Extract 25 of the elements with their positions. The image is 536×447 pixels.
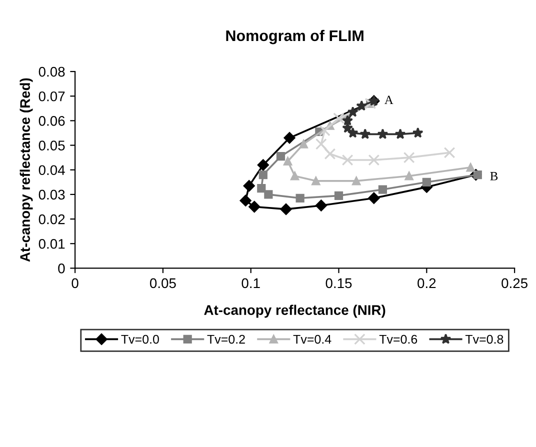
x-axis-title: At-canopy reflectance (NIR) — [204, 304, 386, 318]
y-tick-label: 0.06 — [38, 116, 65, 126]
y-tick-label: 0.01 — [38, 238, 65, 249]
legend-label: Tv=0.2 — [207, 334, 245, 344]
y-tick-label: 0 — [58, 264, 65, 274]
y-tick-label: 0.05 — [38, 140, 65, 150]
y-tick-label: 0.02 — [38, 214, 65, 224]
x-tick-label: 0.1 — [242, 278, 260, 288]
x-tick-label: 0.2 — [418, 278, 436, 288]
y-axis-title: At-canopy reflectance (Red) — [20, 78, 33, 262]
x-tick-label: 0 — [72, 278, 78, 288]
legend-label: Tv=0.6 — [379, 334, 418, 344]
y-tick-label: 0.04 — [38, 165, 65, 176]
legend-label: Tv=0.8 — [465, 334, 504, 344]
x-tick-label: 0.15 — [326, 278, 352, 288]
x-tick-label: 0.25 — [502, 278, 528, 288]
x-tick-label: 0.05 — [150, 278, 176, 288]
annotation: A — [384, 96, 394, 104]
chart-title: Nomogram of FLIM — [226, 30, 364, 44]
legend-label: Tv=0.4 — [293, 334, 332, 344]
y-tick-label: 0.07 — [38, 91, 65, 102]
annotation: B — [490, 172, 498, 180]
y-tick-label: 0.08 — [38, 66, 65, 77]
legend-label: Tv=0.0 — [121, 334, 159, 344]
y-tick-label: 0.03 — [38, 190, 65, 200]
